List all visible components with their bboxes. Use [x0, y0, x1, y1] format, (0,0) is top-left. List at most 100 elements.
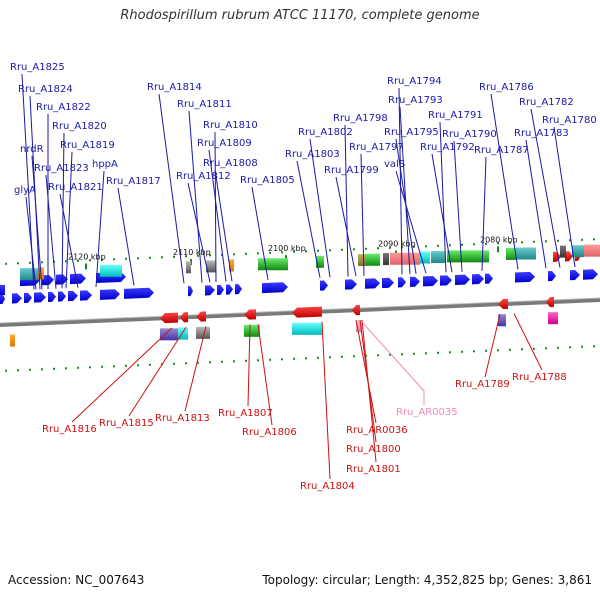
feature-box	[10, 334, 15, 347]
ring-dot	[269, 358, 271, 361]
forward-gene-arrow	[410, 276, 420, 287]
ring-dot	[449, 244, 451, 247]
gene-label: Rru_A1789	[455, 379, 510, 390]
ring-dot	[485, 242, 487, 245]
ring-dot	[509, 348, 511, 351]
gene-label: Rru_A1825	[10, 62, 65, 73]
ring-dot	[209, 361, 211, 364]
gene-label: Rru_A1780	[542, 115, 597, 126]
ring-dot	[461, 350, 463, 353]
forward-gene-arrow	[485, 273, 493, 284]
gene-leader-line	[296, 160, 321, 278]
forward-gene-arrow	[440, 275, 452, 286]
ring-dot	[581, 345, 583, 348]
map-title: Rhodospirillum rubrum ATCC 11170, comple…	[120, 8, 480, 23]
feature-box	[366, 253, 380, 266]
ring-dot	[425, 352, 427, 355]
tick-label: 2120 kbp	[68, 252, 106, 261]
ring-dot	[221, 253, 223, 256]
ring-dot	[341, 355, 343, 358]
ring-dot	[29, 368, 31, 371]
ring-dot	[77, 259, 79, 262]
gene-label: Rru_A1797	[349, 142, 404, 153]
ring-dot	[389, 246, 391, 249]
feature-box	[548, 312, 558, 325]
gene-leader-line	[309, 138, 331, 278]
gene-label: Rru_A1786	[479, 82, 534, 93]
forward-feature-boxes	[0, 244, 600, 295]
ring-dot	[593, 238, 595, 241]
gene-label: Rru_A1783	[514, 128, 569, 139]
ring-dot	[149, 256, 151, 259]
forward-gene-arrow	[205, 285, 215, 296]
ring-dot	[533, 347, 535, 350]
gene-label: Rru_A1815	[99, 418, 154, 429]
ring-dot	[233, 253, 235, 256]
gene-label: Rru_A1820	[52, 121, 107, 132]
ring-dot	[329, 249, 331, 252]
gene-leader-line	[188, 110, 203, 283]
ring-dot	[29, 261, 31, 264]
forward-gene-arrow	[100, 289, 120, 300]
ring-dot	[521, 348, 523, 351]
ring-dot	[437, 244, 439, 247]
gene-label: Rru_A1816	[42, 424, 97, 435]
ring-dot	[5, 369, 7, 372]
feature-box	[383, 253, 389, 266]
ring-dot	[65, 260, 67, 263]
gene-label: Rru_A1813	[155, 413, 210, 424]
tick-label: 2100 kbp	[268, 244, 306, 253]
forward-gene-arrow	[365, 278, 380, 289]
ring-dot	[377, 354, 379, 357]
reverse-gene-arrow	[498, 298, 508, 310]
ring-dot	[413, 245, 415, 248]
feature-box	[186, 261, 191, 274]
gene-label: valS	[384, 159, 405, 170]
accession-text: Accession: NC_007643	[8, 573, 145, 587]
ring-dot	[245, 359, 247, 362]
gene-leader-line	[513, 313, 543, 371]
ring-dot	[557, 239, 559, 242]
forward-gene-arrow	[58, 291, 66, 302]
feature-box	[506, 247, 516, 260]
forward-gene-arrow	[188, 286, 193, 297]
gene-label: Rru_A1804	[300, 481, 355, 492]
feature-box	[0, 285, 5, 295]
ring-dot	[545, 240, 547, 243]
gene-label: Rru_A1811	[177, 99, 232, 110]
ring-dot	[221, 360, 223, 363]
gene-leader-line	[439, 121, 447, 273]
ring-dot	[41, 261, 43, 264]
ring-dot	[317, 249, 319, 252]
rna-gene-labels: Rru_AR0035	[361, 321, 458, 418]
forward-gene-arrow	[548, 271, 556, 282]
gene-label: Rru_A1794	[387, 76, 442, 87]
gene-label: Rru_A1801	[346, 464, 401, 475]
ring-dot	[329, 356, 331, 359]
gene-label: Rru_A1800	[346, 444, 401, 455]
gene-label: Rru_A1791	[428, 110, 483, 121]
gene-leader-line	[31, 155, 43, 290]
forward-gene-arrow	[565, 251, 573, 262]
gene-label: Rru_A1792	[420, 142, 475, 153]
ring-dot	[557, 346, 559, 349]
ring-dot	[533, 240, 535, 243]
feature-box	[20, 268, 38, 281]
gene-label: Rru_A1790	[442, 129, 497, 140]
feature-box	[160, 328, 178, 341]
forward-gene-arrow	[472, 274, 484, 285]
gene-leader-line	[431, 153, 453, 273]
forward-gene-arrow	[262, 282, 288, 294]
ring-dot	[473, 350, 475, 353]
reverse-gene-arrow	[180, 312, 188, 323]
gene-label: Rru_A1799	[324, 165, 379, 176]
gene-leader-line	[187, 182, 211, 283]
tick-label: 2090 kbp	[378, 240, 416, 249]
feature-box	[292, 322, 322, 335]
tick-mark	[497, 246, 499, 253]
gene-leader-line	[45, 174, 57, 289]
gene-leader-line	[399, 106, 411, 274]
gene-leader-line	[481, 156, 487, 271]
ring-dot	[377, 247, 379, 250]
